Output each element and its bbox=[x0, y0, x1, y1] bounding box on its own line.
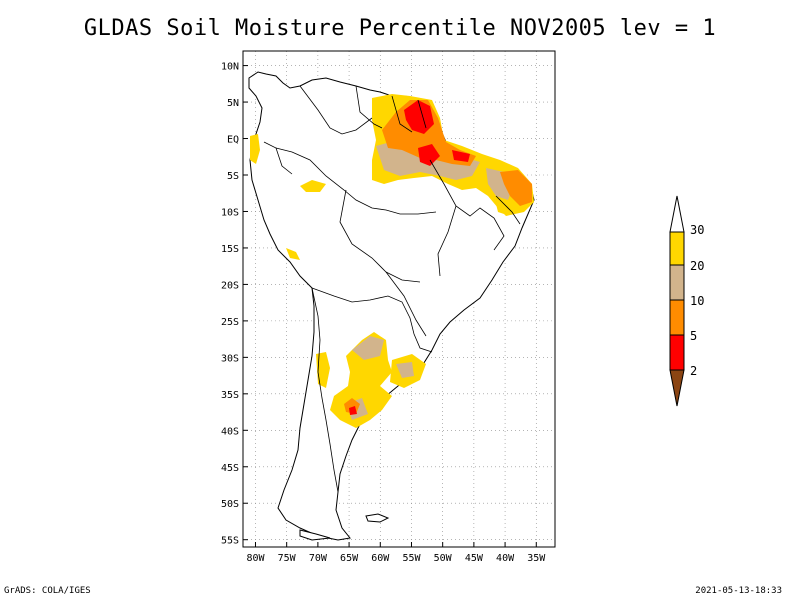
patch-2-5-pampas bbox=[349, 406, 357, 415]
patch-20-30-ecuador bbox=[250, 134, 260, 164]
color-legend: 30 20 10 5 2 bbox=[669, 195, 704, 407]
x-tick-label: 65W bbox=[340, 553, 359, 564]
footer-timestamp: 2021-05-13-18:33 bbox=[695, 586, 782, 596]
y-tick-label: 5N bbox=[227, 98, 239, 109]
patch-2-5-amazon-mouth bbox=[418, 144, 440, 166]
legend-label-2: 2 bbox=[690, 364, 697, 378]
patch-2-5-guianas bbox=[404, 100, 434, 134]
patch-20-30-chaco bbox=[316, 352, 330, 388]
tierra-del-fuego bbox=[299, 529, 331, 541]
x-tick-label: 55W bbox=[402, 553, 421, 564]
legend-arrow-top bbox=[669, 195, 685, 233]
patch-20-30-northeast-extra bbox=[496, 204, 508, 214]
y-tick-label: 50S bbox=[221, 499, 239, 510]
y-tick-label: 20S bbox=[221, 280, 239, 291]
legend-label-10: 10 bbox=[690, 294, 704, 308]
y-tick-label: 35S bbox=[221, 390, 239, 401]
y-tick-label: EQ bbox=[227, 135, 239, 146]
x-tick-label: 35W bbox=[527, 553, 546, 564]
y-tick-label: 5S bbox=[227, 171, 239, 182]
x-tick-label: 60W bbox=[371, 553, 390, 564]
y-tick-label: 40S bbox=[221, 426, 239, 437]
y-tick-label: 55S bbox=[221, 536, 239, 547]
y-tick-label: 45S bbox=[221, 463, 239, 474]
x-tick-label: 50W bbox=[434, 553, 453, 564]
patch-10-20-pampas bbox=[352, 336, 384, 360]
legend-swatch-5-10 bbox=[669, 299, 685, 336]
y-tick-label: 10N bbox=[221, 62, 239, 73]
x-tick-label: 40W bbox=[496, 553, 515, 564]
legend-label-5: 5 bbox=[690, 329, 697, 343]
legend-swatch-20-30 bbox=[669, 231, 685, 266]
patch-20-30-amazon-west bbox=[300, 180, 326, 192]
footer-credit: GrADS: COLA/IGES bbox=[4, 586, 91, 596]
patch-10-20-uruguay bbox=[396, 362, 414, 378]
map-frame bbox=[242, 50, 556, 548]
country-borders bbox=[263, 85, 521, 493]
patch-5-10-northeast bbox=[500, 170, 532, 206]
legend-arrow-bottom bbox=[669, 369, 685, 407]
patch-20-30-peru bbox=[286, 248, 300, 260]
legend-swatch-10-20 bbox=[669, 264, 685, 301]
percentile-field bbox=[250, 94, 534, 428]
x-tick-label: 75W bbox=[278, 553, 297, 564]
x-tick-label: 70W bbox=[309, 553, 328, 564]
x-tick-label: 45W bbox=[465, 553, 484, 564]
y-tick-label: 25S bbox=[221, 317, 239, 328]
map-axes: 80W 75W 70W 65W 60W 55W 50W 45W 40W 35W 10N 5N EQ 5S 1… bbox=[221, 62, 546, 564]
x-tick-label: 80W bbox=[246, 553, 265, 564]
patch-2-5-maranhao bbox=[452, 150, 470, 162]
y-tick-label: 15S bbox=[221, 244, 239, 255]
legend-label-30: 30 bbox=[690, 223, 704, 237]
y-tick-label: 30S bbox=[221, 353, 239, 364]
legend-swatch-2-5 bbox=[669, 334, 685, 371]
legend-label-20: 20 bbox=[690, 259, 704, 273]
y-tick-label: 10S bbox=[221, 207, 239, 218]
falkland-islands bbox=[365, 513, 390, 523]
map-title: GLDAS Soil Moisture Percentile NOV2005 l… bbox=[83, 16, 717, 41]
